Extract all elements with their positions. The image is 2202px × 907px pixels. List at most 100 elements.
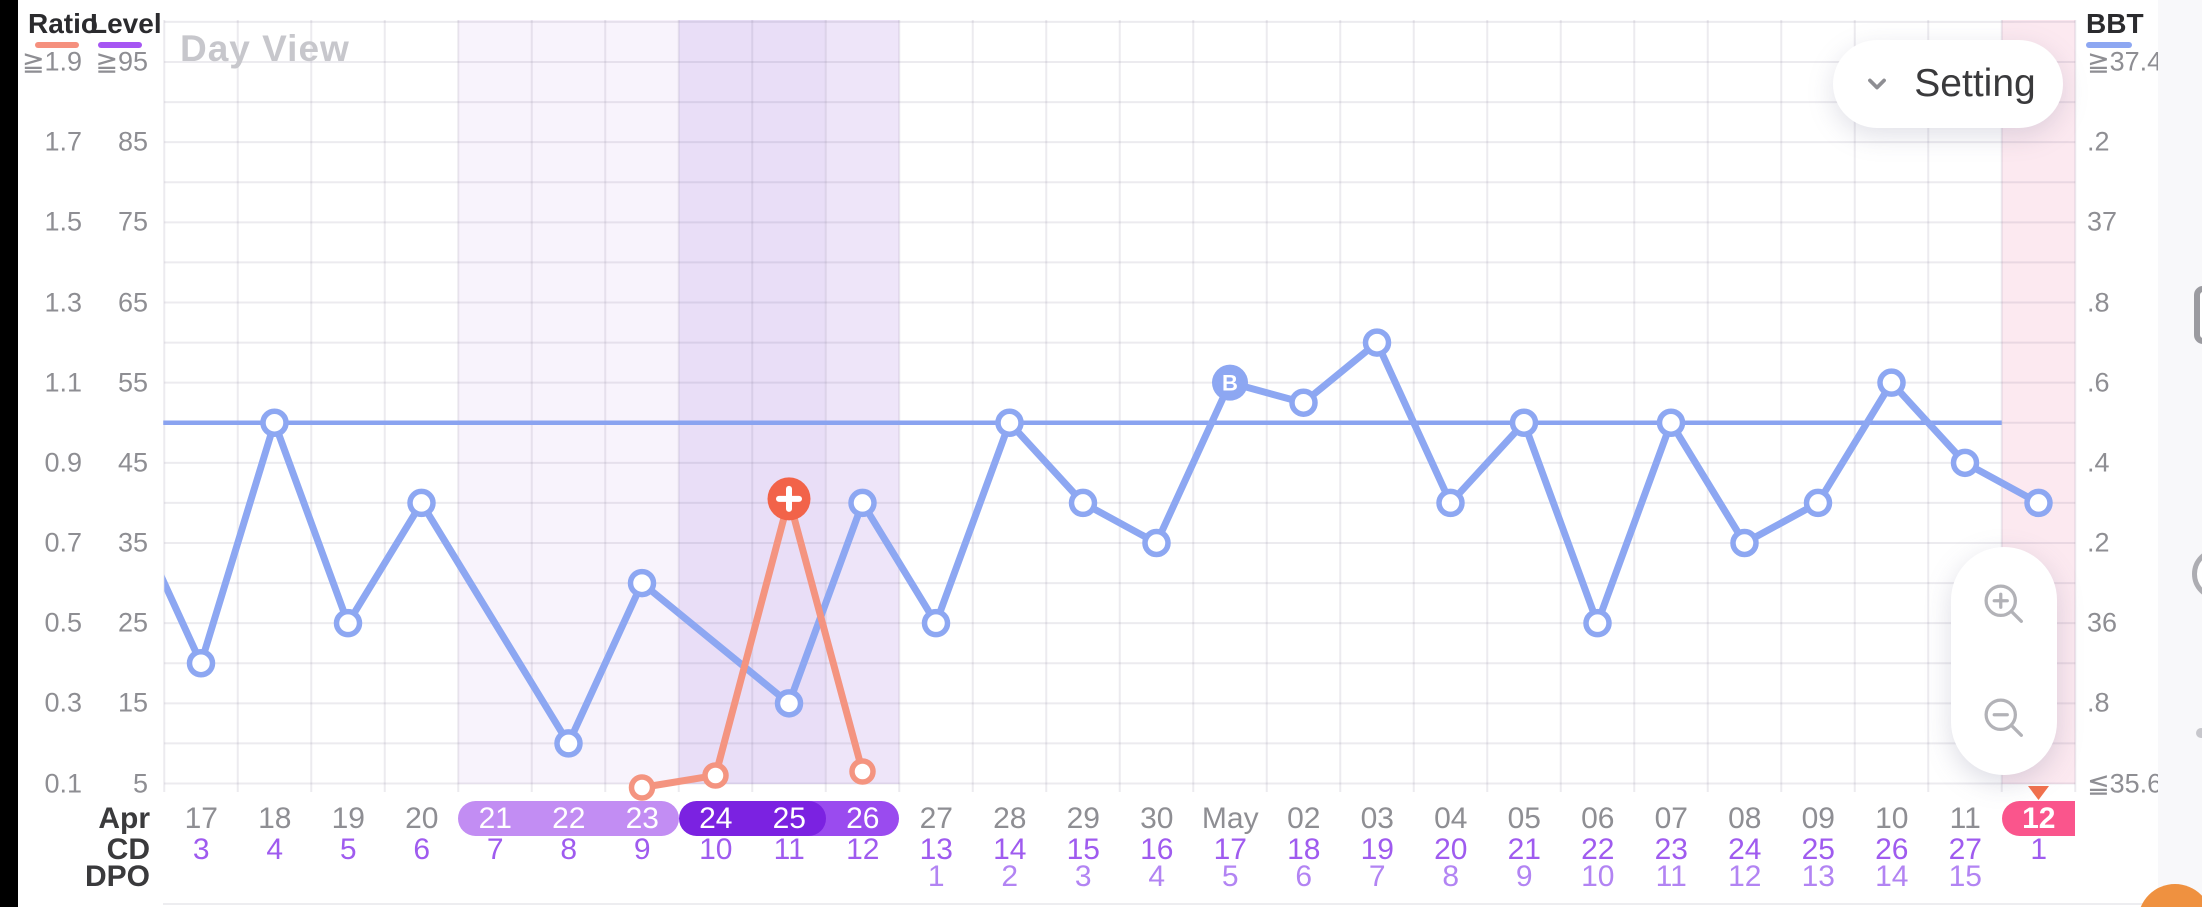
day-dpo[interactable]: 5 [1221, 860, 1239, 893]
ratio-data-point[interactable] [702, 762, 729, 789]
day-date-03[interactable]: 03 [1360, 802, 1394, 835]
day-dpo[interactable]: 7 [1368, 860, 1386, 893]
day-cd[interactable]: 8 [560, 833, 578, 866]
setting-button[interactable]: Setting [1833, 40, 2063, 128]
day-dpo[interactable]: 9 [1515, 860, 1533, 893]
day-date-21[interactable]: 21 [478, 802, 512, 835]
day-dpo[interactable]: 11 [1655, 860, 1687, 893]
bbt-data-point[interactable] [921, 608, 951, 638]
day-date-12[interactable]: 12 [2022, 802, 2056, 835]
day-date-29[interactable]: 29 [1066, 802, 1100, 835]
day-date-19[interactable]: 19 [331, 802, 365, 835]
day-date-06[interactable]: 06 [1581, 802, 1615, 835]
day-date-09[interactable]: 09 [1801, 802, 1835, 835]
ratio-data-point[interactable] [628, 774, 656, 801]
day-cd[interactable]: 27 [1948, 833, 1982, 866]
day-date-30[interactable]: 30 [1140, 802, 1174, 835]
day-date-24[interactable]: 24 [699, 802, 733, 835]
day-date-20[interactable]: 20 [405, 802, 439, 835]
day-date-26[interactable]: 26 [846, 802, 880, 835]
ratio-data-point[interactable] [849, 758, 876, 785]
bbt-data-point[interactable] [1509, 408, 1539, 437]
day-cd[interactable]: 17 [1213, 833, 1247, 866]
day-cd[interactable]: 21 [1507, 833, 1541, 866]
day-cd[interactable]: 13 [919, 833, 953, 866]
day-cd[interactable]: 19 [1360, 833, 1394, 866]
day-cd[interactable]: 12 [846, 833, 880, 866]
day-dpo[interactable]: 2 [1001, 860, 1019, 893]
day-cd[interactable]: 14 [993, 833, 1027, 866]
day-cd[interactable]: 25 [1801, 833, 1835, 866]
day-date-11[interactable]: 11 [1949, 802, 1981, 835]
day-date-08[interactable]: 08 [1728, 802, 1762, 835]
day-cd[interactable]: 18 [1287, 833, 1321, 866]
day-cd[interactable]: 6 [413, 833, 431, 866]
bbt-data-point[interactable] [2024, 488, 2053, 518]
day-cd[interactable]: 9 [633, 833, 651, 866]
day-dpo[interactable]: 8 [1442, 860, 1460, 893]
intercourse-marker[interactable] [1212, 364, 1248, 401]
bbt-data-point[interactable] [1583, 608, 1612, 638]
bbt-data-point[interactable] [1730, 528, 1759, 558]
day-date-10[interactable]: 10 [1875, 802, 1909, 835]
day-cd[interactable]: 22 [1581, 833, 1615, 866]
day-date-May[interactable]: May [1201, 802, 1259, 835]
day-cd[interactable]: 24 [1728, 833, 1762, 866]
day-dpo[interactable]: 3 [1074, 860, 1092, 893]
bbt-data-point[interactable] [260, 408, 289, 437]
day-cd[interactable]: 1 [2030, 833, 2048, 866]
bbt-data-point[interactable] [1362, 328, 1392, 357]
day-cd[interactable]: 4 [266, 833, 284, 866]
day-cd[interactable]: 3 [192, 833, 210, 866]
day-cd[interactable]: 7 [486, 833, 504, 866]
day-cd[interactable]: 15 [1066, 833, 1100, 866]
day-dpo[interactable]: 12 [1728, 860, 1762, 893]
day-cd[interactable]: 5 [339, 833, 357, 866]
day-date-28[interactable]: 28 [993, 802, 1027, 835]
bbt-data-point[interactable] [1877, 368, 1906, 397]
day-dpo[interactable]: 1 [927, 860, 945, 893]
day-cd[interactable]: 23 [1654, 833, 1688, 866]
day-date-27[interactable]: 27 [919, 802, 953, 835]
day-date-23[interactable]: 23 [625, 802, 659, 835]
day-dpo[interactable]: 14 [1875, 860, 1909, 893]
bbt-data-point[interactable] [1068, 488, 1098, 518]
day-dpo[interactable]: 4 [1148, 860, 1166, 893]
bbt-data-point[interactable] [774, 689, 804, 718]
day-dpo[interactable]: 10 [1581, 860, 1615, 893]
bbt-data-point[interactable] [186, 649, 216, 678]
day-dpo[interactable]: 6 [1295, 860, 1313, 893]
bbt-data-point[interactable] [1436, 488, 1465, 518]
bbt-data-point[interactable] [1803, 488, 1833, 518]
day-dpo[interactable]: 15 [1948, 860, 1982, 893]
bbt-data-point[interactable] [627, 568, 657, 598]
day-date-18[interactable]: 18 [258, 802, 292, 835]
bbt-data-point[interactable] [995, 408, 1024, 437]
day-cd[interactable]: 10 [699, 833, 733, 866]
day-cd[interactable]: 16 [1140, 833, 1174, 866]
svg-text:B: B [1222, 371, 1238, 396]
clipped-toolbar-icon[interactable] [2194, 286, 2202, 344]
bbt-data-point[interactable] [1950, 448, 1980, 478]
day-dpo[interactable]: 13 [1801, 860, 1835, 893]
zoom-out-button[interactable] [1954, 668, 2054, 768]
day-date-04[interactable]: 04 [1434, 802, 1468, 835]
bbt-data-point[interactable] [1656, 408, 1686, 437]
day-date-07[interactable]: 07 [1654, 802, 1688, 835]
bbt-data-point[interactable] [1289, 388, 1318, 417]
day-cd[interactable]: 11 [773, 833, 805, 866]
day-cd[interactable]: 20 [1434, 833, 1468, 866]
bbt-data-point[interactable] [848, 488, 877, 518]
day-date-17[interactable]: 17 [184, 802, 218, 835]
day-date-02[interactable]: 02 [1287, 802, 1321, 835]
bbt-data-point[interactable] [407, 488, 436, 518]
day-date-25[interactable]: 25 [772, 802, 806, 835]
add-record-fab[interactable] [2138, 884, 2202, 907]
bbt-data-point[interactable] [1142, 528, 1171, 558]
zoom-in-button[interactable] [1954, 554, 2054, 654]
day-date-22[interactable]: 22 [552, 802, 586, 835]
bbt-data-point[interactable] [554, 729, 583, 758]
day-cd[interactable]: 26 [1875, 833, 1909, 866]
bbt-data-point[interactable] [333, 608, 363, 638]
day-date-05[interactable]: 05 [1507, 802, 1541, 835]
